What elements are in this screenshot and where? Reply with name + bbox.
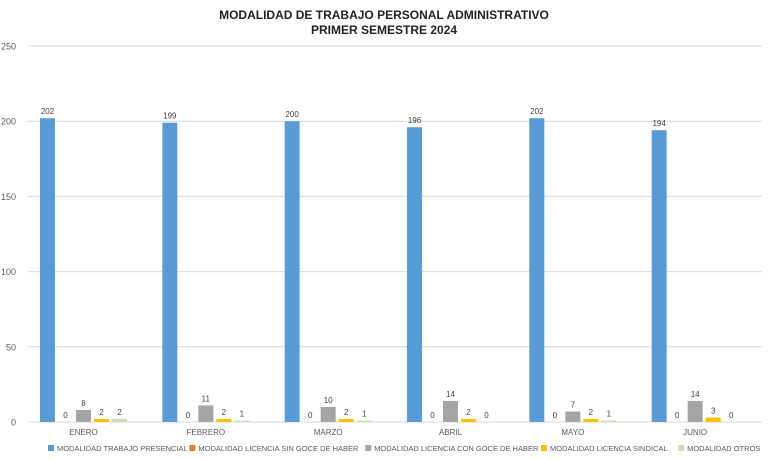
y-tick-label: 200 (1, 117, 16, 127)
data-label: 14 (446, 390, 455, 399)
bar (198, 405, 214, 422)
bar (529, 118, 545, 422)
data-label: 1 (240, 409, 245, 418)
data-label: 194 (652, 119, 666, 128)
bar (687, 400, 703, 422)
data-label: 202 (530, 107, 544, 116)
data-label: 2 (589, 408, 594, 417)
legend-swatch (48, 445, 54, 451)
legend-label: MODALIDAD LICENCIA SINDICAL (550, 444, 668, 453)
bar (705, 417, 721, 422)
legend-label: MODALIDAD LICENCIA CON GOCE DE HABER (374, 444, 539, 453)
chart-title: MODALIDAD DE TRABAJO PERSONAL ADMINISTRA… (219, 8, 549, 22)
bar (601, 420, 617, 422)
data-label: 196 (408, 116, 422, 125)
data-label: 0 (308, 411, 313, 420)
bar (320, 406, 336, 422)
data-label: 0 (553, 411, 558, 420)
data-label: 14 (691, 390, 700, 399)
bar (284, 121, 300, 422)
bar (216, 418, 232, 422)
y-tick-label: 100 (1, 267, 16, 277)
legend-swatch (189, 445, 196, 451)
data-label: 0 (675, 411, 680, 420)
data-label: 8 (81, 399, 86, 408)
bar (461, 418, 476, 422)
data-label: 2 (344, 408, 349, 417)
data-label: 0 (430, 411, 435, 420)
bar (162, 122, 178, 422)
x-tick-label: JUNIO (683, 428, 707, 437)
data-label: 2 (222, 408, 227, 417)
data-label: 3 (711, 406, 716, 415)
x-tick-label: ENERO (69, 428, 97, 437)
bar (40, 118, 55, 422)
x-tick-label: FEBRERO (186, 428, 225, 437)
data-label: 202 (41, 107, 55, 116)
legend-label: MODALIDAD TRABAJO PRESENCIAL (57, 444, 188, 453)
bar (338, 418, 354, 422)
data-label: 2 (117, 408, 122, 417)
data-label: 200 (285, 110, 299, 119)
legend-swatch (365, 445, 372, 451)
y-tick-label: 0 (11, 418, 16, 428)
y-tick-label: 50 (6, 342, 16, 352)
data-label: 0 (63, 411, 68, 420)
bar (234, 420, 250, 422)
data-label: 11 (202, 394, 211, 403)
legend-label: MODALIDAD LICENCIA SIN GOCE DE HABER (198, 444, 359, 453)
data-label: 1 (607, 409, 612, 418)
bar (651, 130, 667, 422)
legend-label: MODALIDAD OTROS (687, 444, 760, 453)
x-tick-label: MARZO (314, 428, 343, 437)
bar (94, 418, 109, 422)
bar (356, 420, 372, 422)
bar (565, 411, 581, 422)
bar (443, 400, 458, 422)
data-label: 0 (484, 411, 489, 420)
chart-subtitle: PRIMER SEMESTRE 2024 (310, 23, 458, 37)
bar (76, 409, 91, 422)
x-tick-label: ABRIL (439, 428, 463, 437)
bar (112, 418, 127, 422)
data-label: 2 (99, 408, 104, 417)
data-label: 1 (362, 409, 367, 418)
data-label: 7 (571, 400, 576, 409)
bar (407, 127, 422, 422)
data-label: 10 (324, 396, 333, 405)
bar (583, 418, 599, 422)
y-tick-label: 150 (1, 192, 16, 202)
data-label: 199 (163, 112, 177, 121)
data-label: 2 (466, 408, 471, 417)
legend-swatch (678, 445, 685, 451)
data-label: 0 (186, 411, 191, 420)
x-tick-label: MAYO (561, 428, 584, 437)
data-label: 0 (729, 411, 734, 420)
legend-swatch (541, 445, 547, 451)
y-tick-label: 250 (1, 42, 16, 52)
